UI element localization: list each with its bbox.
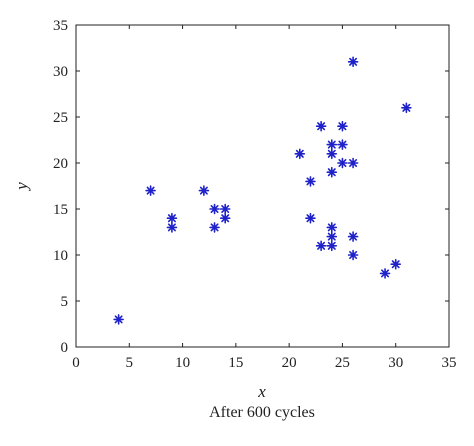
x-tick-label-6: 30: [388, 355, 403, 371]
x-axis-label: x: [257, 382, 266, 401]
data-point-8: [219, 212, 231, 224]
chart-caption: After 600 cycles: [209, 404, 315, 421]
plot-frame: [75, 24, 450, 348]
data-point-3: [166, 222, 178, 233]
x-tick-label-2: 10: [175, 355, 190, 371]
data-point-21: [337, 139, 348, 150]
data-point-17: [326, 222, 338, 233]
x-tick-label-4: 20: [282, 355, 297, 371]
ticks-layer: 0 5 10 15 20 25 30 35 0 5 10 15 20 25 30 35: [53, 18, 457, 371]
y-tick-label-7: 35: [53, 18, 68, 34]
data-point-26: [347, 249, 359, 261]
data-point-15: [326, 148, 338, 160]
x-tick-label-1: 5: [126, 355, 134, 371]
y-tick-label-0: 0: [61, 340, 69, 356]
data-point-16: [326, 166, 338, 178]
data-point-5: [209, 203, 220, 215]
data-point-13: [315, 240, 327, 252]
data-point-0: [113, 314, 124, 325]
y-tick-label-2: 10: [53, 248, 68, 264]
y-tick-label-1: 5: [61, 294, 69, 310]
data-point-22: [337, 157, 348, 169]
data-point-9: [294, 148, 306, 160]
data-point-6: [209, 222, 220, 233]
data-point-19: [326, 240, 338, 252]
y-tick-label-5: 25: [53, 110, 68, 126]
y-tick-label-6: 30: [53, 64, 68, 80]
data-point-29: [401, 102, 412, 114]
x-tick-label-7: 35: [442, 355, 457, 371]
x-tick-label-0: 0: [72, 355, 80, 371]
data-point-1: [145, 185, 156, 196]
data-point-27: [379, 268, 391, 279]
points-layer: [113, 56, 412, 325]
data-point-4: [198, 185, 210, 196]
data-point-24: [347, 157, 359, 169]
data-point-28: [390, 258, 402, 270]
data-point-20: [337, 120, 348, 132]
data-point-18: [326, 231, 338, 242]
data-point-7: [219, 203, 231, 215]
x-tick-label-5: 25: [335, 355, 350, 371]
y-tick-label-3: 15: [53, 202, 68, 218]
data-point-12: [315, 120, 327, 132]
y-axis-label: y: [12, 182, 31, 192]
data-point-23: [347, 56, 359, 68]
data-point-2: [166, 212, 178, 224]
data-point-11: [305, 212, 316, 224]
x-tick-label-3: 15: [228, 355, 243, 371]
y-tick-label-4: 20: [53, 156, 68, 172]
data-point-25: [347, 231, 359, 242]
data-point-14: [326, 139, 338, 150]
data-point-10: [305, 176, 316, 187]
